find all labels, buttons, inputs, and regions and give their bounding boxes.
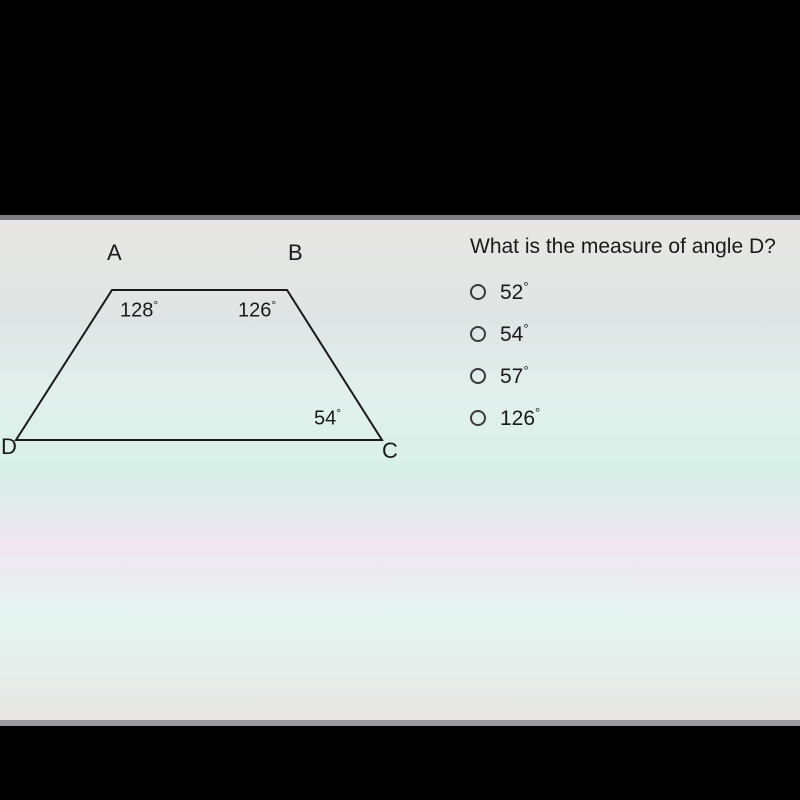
option-3-value: 57 bbox=[500, 365, 523, 388]
vertex-label-a: A bbox=[107, 240, 122, 266]
vertex-label-d: D bbox=[1, 434, 17, 460]
option-3[interactable]: 57° bbox=[470, 363, 780, 389]
content-area: A B C D 128° 126° 54° What is the measur… bbox=[0, 220, 800, 720]
angle-label-a: 128° bbox=[120, 298, 158, 323]
option-4-label: 126° bbox=[500, 405, 540, 431]
vertex-label-c: C bbox=[382, 438, 398, 464]
option-1-label: 52° bbox=[500, 279, 529, 305]
angle-label-c: 54° bbox=[314, 406, 341, 431]
option-4-value: 126 bbox=[500, 407, 535, 430]
radio-icon bbox=[470, 326, 486, 342]
angle-c-value: 54 bbox=[314, 408, 336, 430]
question-text: What is the measure of angle D? bbox=[470, 235, 780, 259]
angle-b-value: 126 bbox=[238, 300, 271, 322]
option-2[interactable]: 54° bbox=[470, 321, 780, 347]
angle-b-unit: ° bbox=[271, 298, 276, 312]
option-2-unit: ° bbox=[523, 321, 528, 336]
option-2-value: 54 bbox=[500, 323, 523, 346]
diagram-area: A B C D 128° 126° 54° bbox=[0, 220, 450, 720]
top-black-bar bbox=[0, 0, 800, 215]
vertex-label-b: B bbox=[288, 240, 303, 266]
option-2-label: 54° bbox=[500, 321, 529, 347]
question-area: What is the measure of angle D? 52° 54° … bbox=[450, 220, 800, 720]
option-1-value: 52 bbox=[500, 281, 523, 304]
radio-icon bbox=[470, 284, 486, 300]
option-3-label: 57° bbox=[500, 363, 529, 389]
option-4-unit: ° bbox=[535, 405, 540, 420]
radio-icon bbox=[470, 410, 486, 426]
radio-icon bbox=[470, 368, 486, 384]
option-1[interactable]: 52° bbox=[470, 279, 780, 305]
option-3-unit: ° bbox=[523, 363, 528, 378]
option-4[interactable]: 126° bbox=[470, 405, 780, 431]
trapezoid-figure bbox=[0, 240, 420, 470]
angle-a-value: 128 bbox=[120, 300, 153, 322]
bottom-black-bar bbox=[0, 726, 800, 800]
angle-label-b: 126° bbox=[238, 298, 276, 323]
option-1-unit: ° bbox=[523, 279, 528, 294]
angle-c-unit: ° bbox=[336, 406, 341, 420]
angle-a-unit: ° bbox=[153, 298, 158, 312]
